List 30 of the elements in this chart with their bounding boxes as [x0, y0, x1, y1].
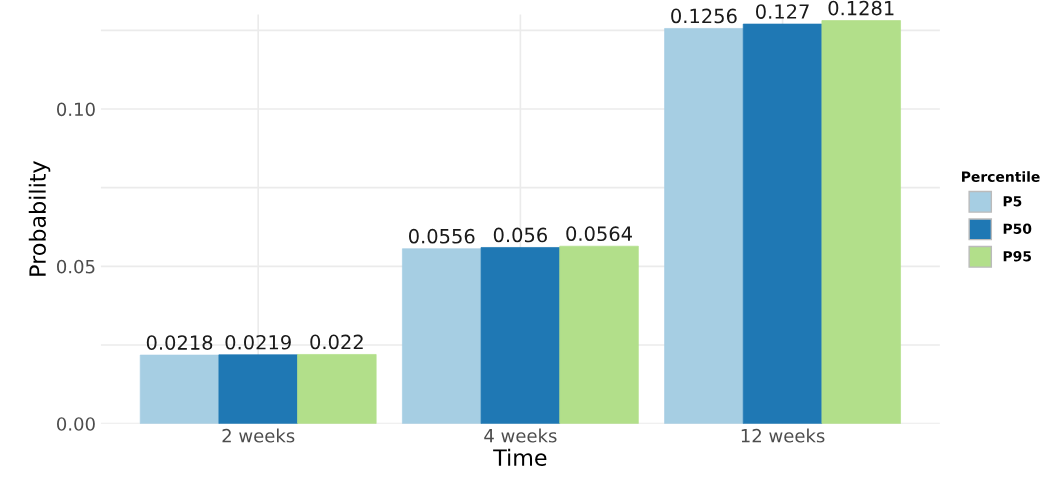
data-label: 0.0556 [408, 228, 475, 244]
x-tick-label: 12 weeks [741, 428, 825, 443]
bar [821, 20, 901, 424]
data-label: 0.127 [756, 4, 809, 19]
legend-title: Percentile [962, 171, 1040, 182]
data-label: 0.0218 [146, 335, 213, 350]
bar [559, 245, 639, 424]
legend-label: P50 [1003, 223, 1032, 234]
data-label: 0.1256 [671, 8, 737, 24]
x-tick-label: 4 weeks [484, 428, 557, 443]
data-label: 0.022 [310, 334, 363, 350]
bar [742, 23, 823, 424]
legend-label: P5 [1003, 196, 1022, 207]
data-label: 0.0564 [566, 226, 632, 242]
y-tick-label: 0.05 [57, 259, 95, 274]
bar [402, 248, 482, 424]
bar [218, 354, 298, 424]
bar [480, 247, 561, 424]
data-label: 0.0219 [225, 334, 291, 350]
bar [664, 28, 744, 424]
data-label: 0.1281 [828, 0, 894, 16]
bar [139, 354, 220, 424]
x-axis-title: Time [493, 448, 547, 466]
data-label: 0.056 [493, 227, 547, 243]
y-axis-title: Probability [28, 161, 51, 276]
legend-label: P95 [1003, 250, 1031, 262]
y-tick-label: 0.10 [57, 102, 95, 117]
y-tick-label: 0.00 [57, 417, 95, 431]
bar [297, 354, 377, 424]
x-tick-label: 2 weeks [222, 428, 295, 443]
